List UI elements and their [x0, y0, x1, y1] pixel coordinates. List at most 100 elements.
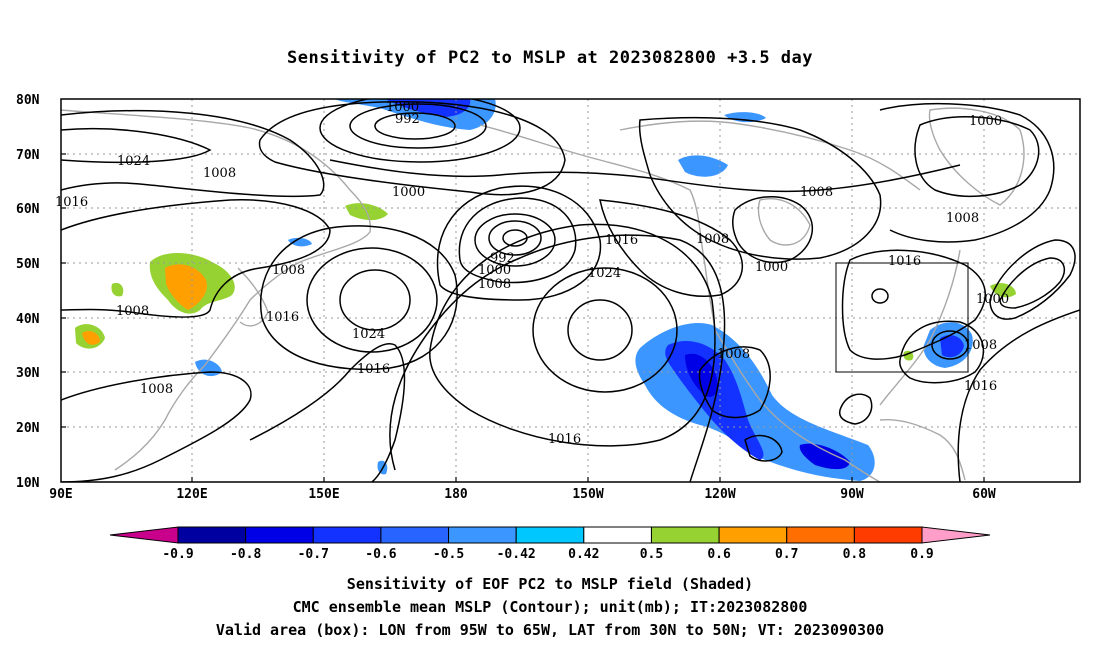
colorbar: -0.9 -0.8 -0.7 -0.6 -0.5 -0.42 0.42 0.5 0.6 0.7 0.…: [109, 526, 991, 562]
coast-asia: [61, 109, 372, 471]
map-frame: [60, 98, 1081, 483]
colorbar-label: -0.7: [298, 547, 329, 562]
contour-label: 1000: [478, 263, 511, 278]
contour-east-pacific-high-mid: [532, 267, 678, 393]
contour-label: 1016: [266, 310, 299, 325]
lat-label: 80N: [16, 93, 40, 108]
lon-label: 150W: [572, 487, 603, 502]
shaded-sensitivity-layer: [75, 99, 1016, 481]
contour-label: 1024: [117, 154, 150, 169]
lat-label: 30N: [16, 366, 40, 381]
contour-aleutian-low-3: [474, 213, 556, 267]
colorbar-label: -0.9: [162, 547, 193, 562]
coast-us-east: [879, 249, 961, 406]
contour-1000-greenland: [914, 116, 1040, 198]
latitude-labels: 80N 70N 60N 50N 40N 30N 20N 10N: [16, 93, 40, 491]
contour-label: 1008: [946, 211, 979, 226]
contour-label: 1008: [116, 304, 149, 319]
coast-alaska: [479, 124, 716, 331]
contour-label: 1000: [976, 292, 1009, 307]
lat-label: 20N: [16, 421, 40, 436]
contour-1024-asia: [61, 127, 212, 164]
contour-gulf-1008: [698, 346, 771, 419]
colorbar-label: 0.42: [568, 547, 599, 562]
colorbar-label: 0.8: [843, 547, 867, 562]
contour-1000-canada: [732, 196, 814, 264]
contour-label: 1016: [964, 379, 997, 394]
colorbar-bin: [380, 526, 450, 544]
contour-1008-asia: [61, 199, 331, 318]
colorbar-bin: [718, 526, 788, 544]
contour-gulf-lows: [744, 434, 783, 462]
contour-arctic-low-2: [349, 103, 487, 149]
colorbar-bin: [786, 526, 855, 544]
axis-ticks: [61, 153, 985, 482]
coast-hudson: [757, 198, 811, 246]
shade-patch-6: [111, 282, 124, 297]
contour-aleutian-low-1: [502, 229, 528, 247]
contour-label: 1016: [548, 432, 581, 447]
colorbar-bin: [583, 526, 652, 544]
contour-1016-west: [260, 225, 458, 371]
contour-pacific-high-mid: [306, 247, 438, 353]
colorbar-bin: [515, 526, 585, 544]
colorbar-label: 0.5: [640, 547, 663, 562]
contour-label: 1000: [969, 114, 1002, 129]
shade-patch-3: [195, 359, 222, 377]
caption-line-2: CMC ensemble mean MSLP (Contour); unit(m…: [292, 598, 808, 616]
contour-label: 1008: [478, 277, 511, 292]
lon-label: 90E: [49, 487, 72, 502]
colorbar-label: -0.6: [365, 547, 396, 562]
contour-1016-asia-north: [61, 109, 325, 198]
lat-label: 70N: [16, 148, 40, 163]
contour-labels: 1000 992 1024 1008 1016 1000 992 1000 10…: [55, 100, 1009, 447]
lat-label: 60N: [16, 202, 40, 217]
contour-arctic-low-1: [374, 112, 456, 140]
coast-greenland: [928, 107, 1025, 206]
colorbar-label: 0.9: [910, 547, 933, 562]
coast-canada-arctic: [619, 120, 921, 191]
lon-label: 180: [444, 487, 468, 502]
shade-region-mexico-south: [799, 443, 850, 470]
contour-1016-namerica: [841, 249, 986, 360]
contour-pacific-high-inner: [339, 269, 411, 331]
lat-label: 10N: [16, 476, 40, 491]
caption-line-3: Valid area (box): LON from 95W to 65W, L…: [215, 621, 885, 639]
lon-label: 60W: [972, 487, 996, 502]
grid-lines: [61, 99, 1080, 482]
shade-region-asia-west-core: [82, 331, 100, 345]
lat-label: 50N: [16, 257, 40, 272]
contour-great-lakes-low: [871, 288, 889, 304]
lon-label: 120E: [176, 487, 207, 502]
contour-label: 1024: [352, 327, 385, 342]
contour-label: 1008: [140, 382, 173, 397]
contour-1016-atlantic-south: [957, 309, 1080, 482]
coast-caribbean: [879, 418, 966, 481]
contour-atlantic-1008-north: [989, 239, 1076, 320]
shade-patch-1: [678, 155, 728, 177]
contour-1008-asia-south: [61, 371, 252, 482]
contour-label: 1000: [392, 185, 425, 200]
contour-arctic-low-3: [319, 99, 521, 163]
contour-label: 1008: [717, 347, 750, 362]
contour-label: 1024: [588, 266, 621, 281]
contour-label: 1016: [888, 254, 921, 269]
contour-1016-npac: [599, 199, 744, 297]
contour-label: 1000: [386, 100, 419, 115]
contour-1016-east: [429, 223, 716, 447]
colorbar-label: 0.6: [707, 547, 731, 562]
colorbar-bin: [312, 526, 382, 544]
colorbar-label: 0.7: [775, 547, 798, 562]
contour-label: 1008: [964, 338, 997, 353]
colorbar-bin: [245, 526, 314, 544]
valid-area-box: [835, 262, 969, 373]
contour-label: 1008: [800, 185, 833, 200]
contour-label: 1008: [696, 232, 729, 247]
coastlines: [61, 107, 1025, 482]
contour-east-pacific-high-inner: [567, 299, 633, 361]
colorbar-label: -0.8: [230, 547, 261, 562]
colorbar-high-end-triangle: [921, 526, 991, 544]
colorbar-bin: [177, 526, 247, 544]
contour-label: 1000: [755, 260, 788, 275]
